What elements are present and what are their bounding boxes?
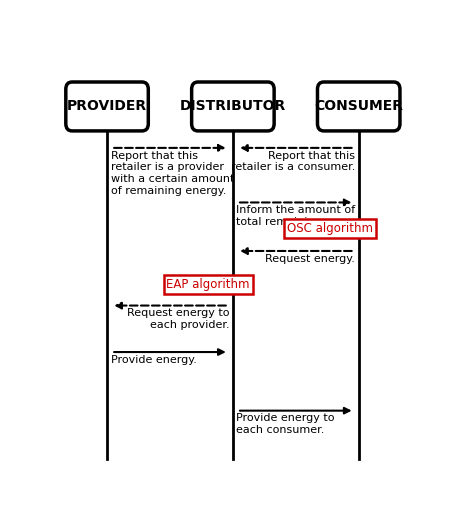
Text: Report that this
retailer is a consumer.: Report that this retailer is a consumer. (231, 151, 355, 172)
Text: DISTRIBUTOR: DISTRIBUTOR (180, 99, 286, 113)
Text: PROVIDER: PROVIDER (67, 99, 147, 113)
Text: Request energy.: Request energy. (265, 254, 355, 264)
Text: OSC algorithm: OSC algorithm (287, 222, 373, 235)
Text: Provide energy.: Provide energy. (110, 355, 197, 365)
Text: Request energy to
each provider.: Request energy to each provider. (127, 308, 230, 330)
FancyBboxPatch shape (66, 82, 148, 131)
Text: Provide energy to
each consumer.: Provide energy to each consumer. (236, 414, 335, 435)
Text: CONSUMER: CONSUMER (314, 99, 403, 113)
Text: Report that this
retailer is a provider
with a certain amount
of remaining energ: Report that this retailer is a provider … (110, 151, 234, 195)
FancyBboxPatch shape (318, 82, 400, 131)
Text: Inform the amount of
total remaining energy.: Inform the amount of total remaining ene… (236, 205, 367, 227)
Text: EAP algorithm: EAP algorithm (166, 278, 250, 291)
FancyBboxPatch shape (192, 82, 274, 131)
